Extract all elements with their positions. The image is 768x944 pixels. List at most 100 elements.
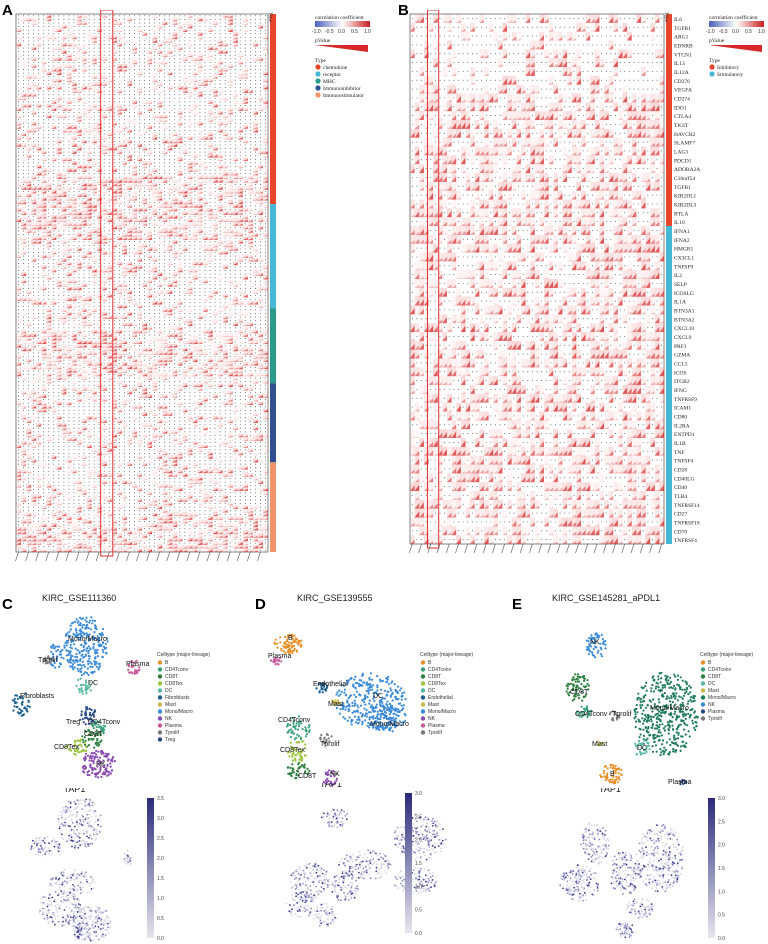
celltype-item: Treg	[165, 737, 175, 743]
expr-colorbar-tick: 0.0	[415, 931, 422, 937]
expr-colorbar-tick: 1.0	[718, 889, 725, 895]
expr-colorbar	[708, 798, 715, 938]
umap-points	[269, 633, 407, 786]
expr-title: TAP1	[320, 783, 342, 789]
celltype-item: CD4Tconv	[165, 667, 189, 673]
colorbar-tick: -1.0	[312, 29, 321, 35]
row-label: TNFRSF9	[674, 397, 697, 403]
row-label: CD27	[674, 512, 687, 518]
expr-colorbar-tick: 1.5	[157, 876, 164, 882]
cluster-label: CD8T	[84, 731, 103, 738]
type-dot	[315, 85, 321, 91]
type-dot	[315, 92, 321, 98]
heatmap-cells	[16, 14, 269, 553]
row-label: HMGB1	[674, 247, 694, 253]
cluster-label: Mono/Macro	[68, 636, 107, 643]
type-item: Immunostimulator	[323, 93, 364, 99]
celltype-dot	[420, 723, 426, 728]
panel-a-type-title: Type	[315, 58, 326, 64]
celltype-item: Mono/Macro	[708, 695, 736, 701]
cluster-labels: Mono/Macro Tprolif DC Plasma Fibroblasts Treg…	[20, 636, 149, 768]
celltype-dot	[157, 674, 163, 679]
cluster-label: NK	[96, 761, 106, 768]
type-dot	[315, 78, 321, 84]
celltype-dot	[700, 667, 706, 672]
celltype-legend-title: Celltype (major-lineage)	[420, 652, 473, 658]
row-label: CD276	[674, 79, 690, 85]
panel-a-label: A	[2, 2, 13, 19]
row-label: TGFB1	[674, 26, 691, 32]
type-item: Inhibitory	[717, 65, 739, 71]
expr-colorbar-tick: 2.0	[157, 856, 164, 862]
celltype-item: B	[708, 660, 712, 666]
colorbar-tick: -0.5	[719, 29, 728, 35]
cluster-label: CD4Tconv	[278, 717, 311, 724]
expr-colorbar-tick: 0.5	[718, 913, 725, 919]
celltype-dot	[157, 716, 163, 721]
panel-d-expression: TAP1 3.0 2.5 2.0 1.5 1.0 0.5 0.0	[285, 783, 447, 937]
colorbar-tick: 1.0	[758, 29, 765, 35]
row-label: IFNA2	[674, 238, 690, 244]
row-label: TNFRSF4	[674, 538, 697, 544]
row-label: KIR2DL1	[674, 194, 697, 200]
row-label: IL1B	[674, 441, 686, 447]
umap-points	[565, 632, 699, 786]
panel-b-pvalue-wedge	[709, 45, 762, 52]
expr-colorbar-tick: 2.0	[718, 843, 725, 849]
row-label: BTN3A1	[674, 309, 695, 315]
expr-colorbar-tick: 3.0	[415, 791, 422, 797]
cluster-label: NK	[330, 771, 340, 778]
row-label: TIGIT	[674, 123, 689, 129]
celltype-item: DC	[708, 681, 716, 687]
expr-points	[30, 798, 132, 942]
expr-colorbar-tick: 2.0	[415, 838, 422, 844]
row-label: IFNA1	[674, 229, 690, 235]
expr-colorbar-tick: 1.5	[415, 861, 422, 867]
celltype-item: CD8Tex	[428, 681, 446, 687]
row-label: VEGFA	[674, 88, 692, 94]
celltype-item: Tprolif	[428, 730, 443, 736]
celltype-item: DC	[165, 688, 173, 694]
row-label: TNFSF4	[674, 459, 694, 465]
panel-b-colorbar	[709, 21, 764, 27]
celltype-dot	[700, 681, 706, 686]
celltype-item: Fibroblasts	[165, 695, 190, 701]
expr-title: TAP1	[64, 788, 86, 794]
row-label: TNFRSF18	[674, 521, 700, 527]
celltype-item: CD8T	[428, 674, 441, 680]
expr-colorbar-tick: 0.5	[415, 908, 422, 914]
row-label: C10orf54	[674, 175, 695, 182]
row-label: IL13	[674, 61, 685, 67]
column-labels	[409, 543, 662, 554]
celltype-item: CD8T	[708, 674, 721, 680]
colorbar-tick: 0.5	[745, 29, 752, 35]
celltype-item: Mono/Macro	[428, 709, 456, 715]
celltype-dot	[420, 660, 426, 665]
celltype-dot	[157, 681, 163, 686]
row-label: CD274	[674, 97, 690, 103]
celltype-dot	[157, 695, 163, 700]
celltype-legend-title: Celltype (major-lineage)	[157, 652, 210, 658]
panel-c-title: KIRC_GSE111360	[42, 593, 116, 603]
row-label: GZMA	[674, 353, 690, 359]
row-labels: IL6 TGFB1 ARG1 EDNRB VTCN1 IL13 IL12A CD276 VEGF…	[674, 17, 700, 544]
celltype-dot	[700, 716, 706, 721]
expr-colorbar-tick: 2.5	[157, 836, 164, 842]
expr-colorbar-tick: 3.5	[157, 796, 164, 802]
panel-e-label: E	[512, 596, 522, 613]
panel-a-colorbar	[315, 21, 370, 27]
celltype-item: Endothelial	[428, 695, 453, 701]
row-label: CX3CL1	[674, 256, 694, 262]
celltype-item: Mono/Macro	[165, 709, 193, 715]
cluster-label: B	[288, 635, 293, 642]
cluster-label: Tprolif	[320, 741, 340, 748]
row-label: PRF1	[674, 344, 687, 350]
colorbar-tick: 1.0	[364, 29, 371, 35]
heatmap-frame	[15, 13, 269, 553]
row-label: HAVCR2	[674, 132, 696, 138]
row-label: ITGB2	[674, 379, 690, 385]
row-label: TGFB1	[674, 185, 691, 191]
type-item: receptor	[323, 72, 341, 78]
celltype-dot	[157, 667, 163, 672]
celltype-item: B	[428, 660, 432, 666]
